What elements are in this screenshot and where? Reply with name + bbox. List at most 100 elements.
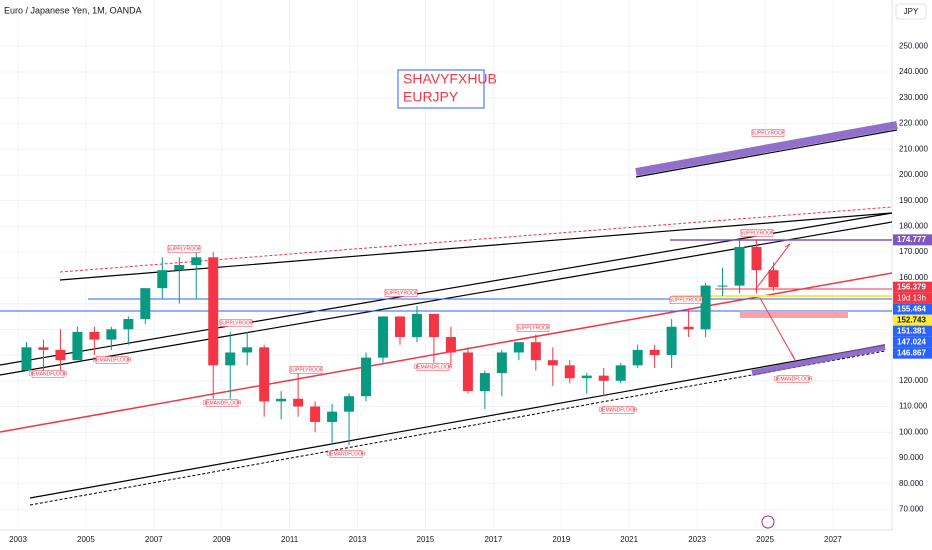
candle-body: [700, 285, 711, 330]
candle-body: [479, 373, 490, 392]
annotation: DEMANDFLOOR: [327, 451, 366, 457]
candle-body: [411, 313, 422, 338]
x-tick-label: 2023: [688, 535, 706, 544]
zone-box: [740, 311, 848, 318]
candle-body: [717, 285, 728, 287]
annotation-box: [329, 450, 363, 458]
watermark-text: SHAVYFXHUB: [403, 71, 497, 87]
candle-body: [72, 331, 83, 361]
price-label-box: [893, 325, 932, 337]
annotation-box: [669, 296, 703, 304]
price-label: 155.464: [897, 304, 926, 313]
annotation-box: [740, 229, 774, 237]
candle-body: [394, 316, 405, 338]
x-tick-label: 2007: [145, 535, 163, 544]
annotation-box: [95, 356, 129, 364]
candle-body: [632, 349, 643, 366]
price-label-box: [893, 314, 932, 326]
countdown: 19d 13h: [897, 293, 926, 302]
price-label: 147.024: [897, 337, 926, 346]
currency-button[interactable]: [895, 3, 927, 20]
annotation: SUPPLYROOF: [751, 130, 785, 136]
y-tick-label: 220.000: [899, 119, 928, 128]
candle-body: [496, 352, 507, 374]
trend-line: [59, 212, 893, 281]
candle-body: [327, 411, 338, 422]
candle-body: [225, 352, 236, 366]
candle-body: [106, 329, 117, 340]
candle-body: [598, 375, 609, 381]
price-label-box: [893, 336, 932, 348]
annotation-box: [416, 363, 450, 371]
annotation: DEMANDFLOOR: [414, 364, 453, 370]
x-tick-label: 2021: [620, 535, 638, 544]
y-tick-label: 90.000: [899, 453, 924, 462]
price-label-box: [893, 234, 932, 246]
price-label-box: [893, 303, 932, 315]
event-icon: [761, 515, 775, 529]
y-tick-label: 70.000: [899, 505, 924, 514]
candle-body: [445, 337, 456, 353]
trend-line: [0, 212, 893, 366]
watermark-box: [397, 69, 485, 109]
y-tick-label: 240.000: [899, 67, 928, 76]
candle-body: [361, 357, 372, 397]
candle-body: [38, 347, 49, 350]
y-tick-label: 110.000: [899, 402, 928, 411]
x-tick-label: 2009: [213, 535, 231, 544]
y-tick-label: 210.000: [899, 144, 928, 153]
x-tick-label: 2019: [552, 535, 570, 544]
annotation: SUPPLYROOF: [219, 320, 253, 326]
chart-title: Euro / Japanese Yen, 1M, OANDA: [4, 5, 142, 15]
annotation: SUPPLYROOF: [669, 297, 703, 303]
price-label: 174.777: [897, 235, 926, 244]
x-tick-label: 2025: [756, 535, 774, 544]
watermark-text: EURJPY: [403, 89, 459, 105]
candle-body: [513, 342, 524, 353]
candle-body: [89, 331, 100, 340]
zone-band: [635, 121, 898, 176]
x-tick-label: 2005: [77, 535, 95, 544]
currency-label[interactable]: JPY: [904, 7, 919, 16]
candle-body: [55, 349, 66, 361]
x-tick-label: 2003: [9, 535, 27, 544]
annotation: DEMANDFLOOR: [203, 400, 242, 406]
candle-body: [208, 257, 219, 366]
y-tick-label: 80.000: [899, 479, 924, 488]
candle-body: [191, 257, 202, 265]
price-label-box: [893, 281, 932, 293]
candle-body: [276, 398, 287, 402]
annotation: DEMANDFLOOR: [29, 371, 68, 377]
annotation: SUPPLYROOF: [289, 367, 323, 373]
annotation: DEMANDFLOOR: [93, 357, 132, 363]
x-tick-label: 2015: [417, 535, 435, 544]
annotation-box: [776, 375, 810, 383]
zone-band: [751, 344, 886, 376]
candle-body: [428, 313, 439, 338]
annotation: SUPPLYROOF: [740, 230, 774, 236]
candle-body: [140, 288, 151, 320]
y-tick-label: 250.000: [899, 41, 928, 50]
y-tick-label: 170.000: [899, 247, 928, 256]
annotation-box: [219, 319, 253, 327]
annotation-box: [31, 370, 65, 378]
candle-body: [293, 398, 304, 407]
candle-body: [751, 246, 762, 271]
trend-line: [635, 129, 898, 178]
candle-body: [462, 352, 473, 392]
candle-body: [649, 349, 660, 356]
x-tick-label: 2027: [824, 535, 842, 544]
annotation: SUPPLYROOF: [516, 325, 550, 331]
candle-body: [378, 316, 389, 358]
candle-body: [564, 365, 575, 379]
candle-body: [666, 326, 677, 356]
y-tick-label: 190.000: [899, 196, 928, 205]
candle-body: [683, 326, 694, 330]
x-tick-label: 2017: [484, 535, 502, 544]
price-label: 152.743: [897, 315, 926, 324]
y-tick-label: 120.000: [899, 376, 928, 385]
annotation-box: [205, 399, 239, 407]
candle-body: [259, 347, 270, 402]
annotation-box: [167, 245, 201, 253]
